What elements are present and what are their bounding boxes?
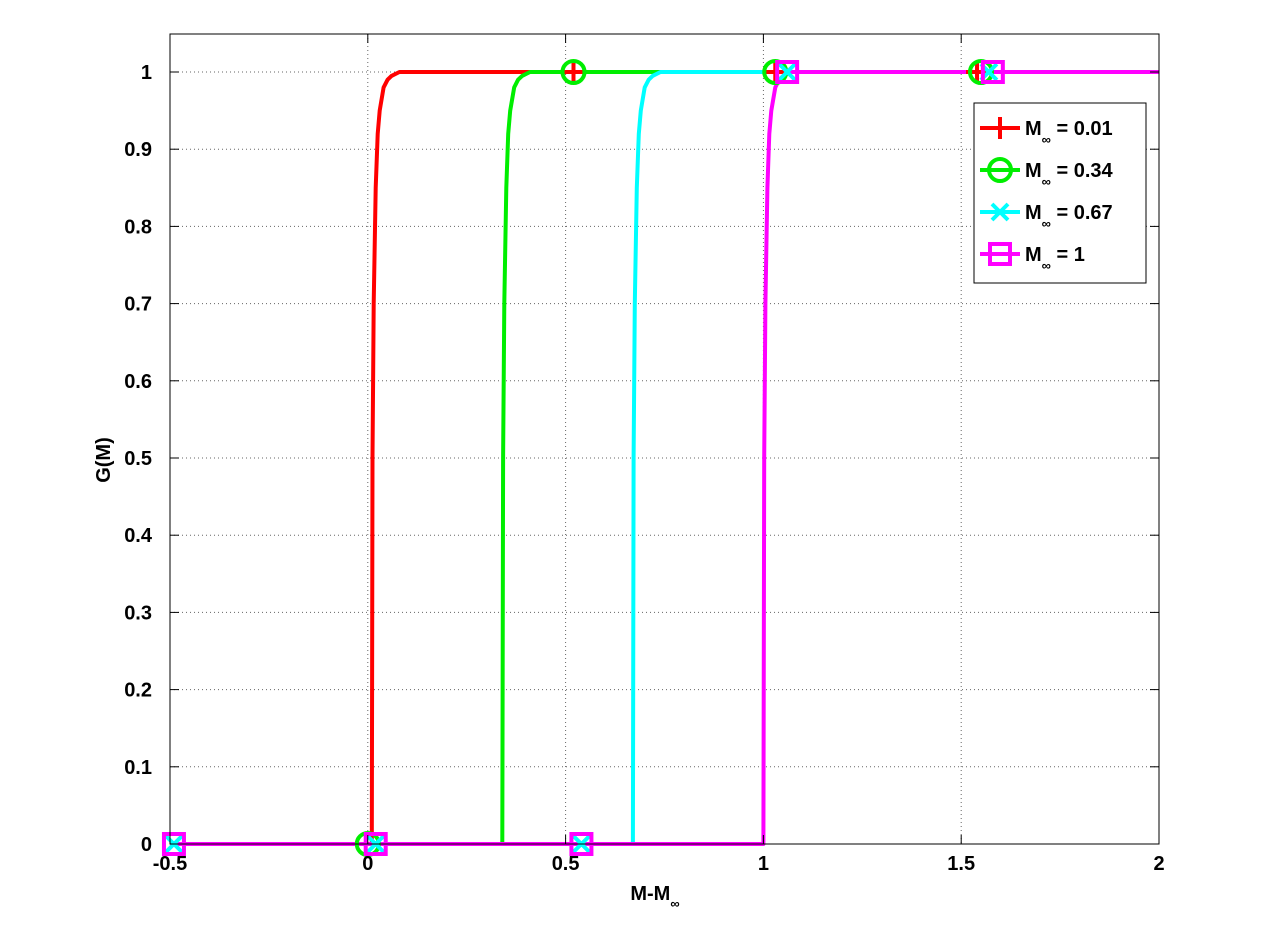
legend-marker [990, 202, 1010, 222]
y-tick-label: 0.8 [124, 216, 152, 238]
series-4-marker [980, 60, 1005, 84]
x-axis-label: M-M∞ [630, 883, 679, 911]
x-tick-label: 1 [758, 853, 769, 875]
legend-label: M∞ = 0.67 [1025, 202, 1113, 231]
series-line-2 [170, 70, 1159, 846]
y-tick-label: 0.5 [124, 448, 152, 470]
y-tick-label-zero: 0 [141, 834, 152, 856]
series-line-1 [170, 70, 1159, 846]
legend-label: M∞ = 1 [1025, 244, 1085, 273]
y-tick-label: 1 [141, 62, 152, 84]
series-3-marker [777, 62, 797, 82]
x-tick-label: 2 [1153, 853, 1164, 875]
series-line-3 [170, 70, 1159, 846]
y-tick-label: 0.9 [124, 139, 152, 161]
y-tick-label: 0.6 [124, 371, 152, 393]
series-layer [161, 59, 1159, 857]
y-tick-label: 0.4 [124, 525, 153, 547]
legend-label: M∞ = 0.34 [1025, 160, 1114, 189]
y-tick-label: 0.3 [124, 602, 152, 624]
y-axis-label: G(M) [93, 437, 115, 483]
series-line-4 [170, 70, 1159, 846]
legend-marker [988, 242, 1012, 266]
x-axis-label-sub: ∞ [670, 896, 679, 911]
legend-marker [987, 157, 1013, 183]
legend: M∞ = 0.01 M∞ = 0.34 M∞ = 0.67 M∞ = 1 [973, 102, 1147, 284]
series-1-marker [562, 61, 585, 83]
series-2-marker [560, 59, 587, 85]
y-tick-label: 0.1 [124, 757, 152, 779]
x-axis-label-main: M-M [630, 883, 670, 905]
y-tick-label: 0.7 [124, 294, 152, 316]
x-tick-label: 1.5 [947, 853, 975, 875]
x-tick-label: 0 [362, 853, 373, 875]
series-4-marker [775, 60, 800, 84]
legend-label: M∞ = 0.01 [1025, 118, 1113, 147]
legend-marker [989, 117, 1011, 139]
plot-frame [169, 33, 1160, 845]
axis-ticks: -0.5 0 0.5 1 1.5 20.10.20.30.40.50.60.70.80.9… [124, 34, 1165, 875]
x-tick-label: -0.5 [153, 853, 187, 875]
x-tick-label: 0.5 [552, 853, 580, 875]
y-tick-label: 0.2 [124, 680, 152, 702]
